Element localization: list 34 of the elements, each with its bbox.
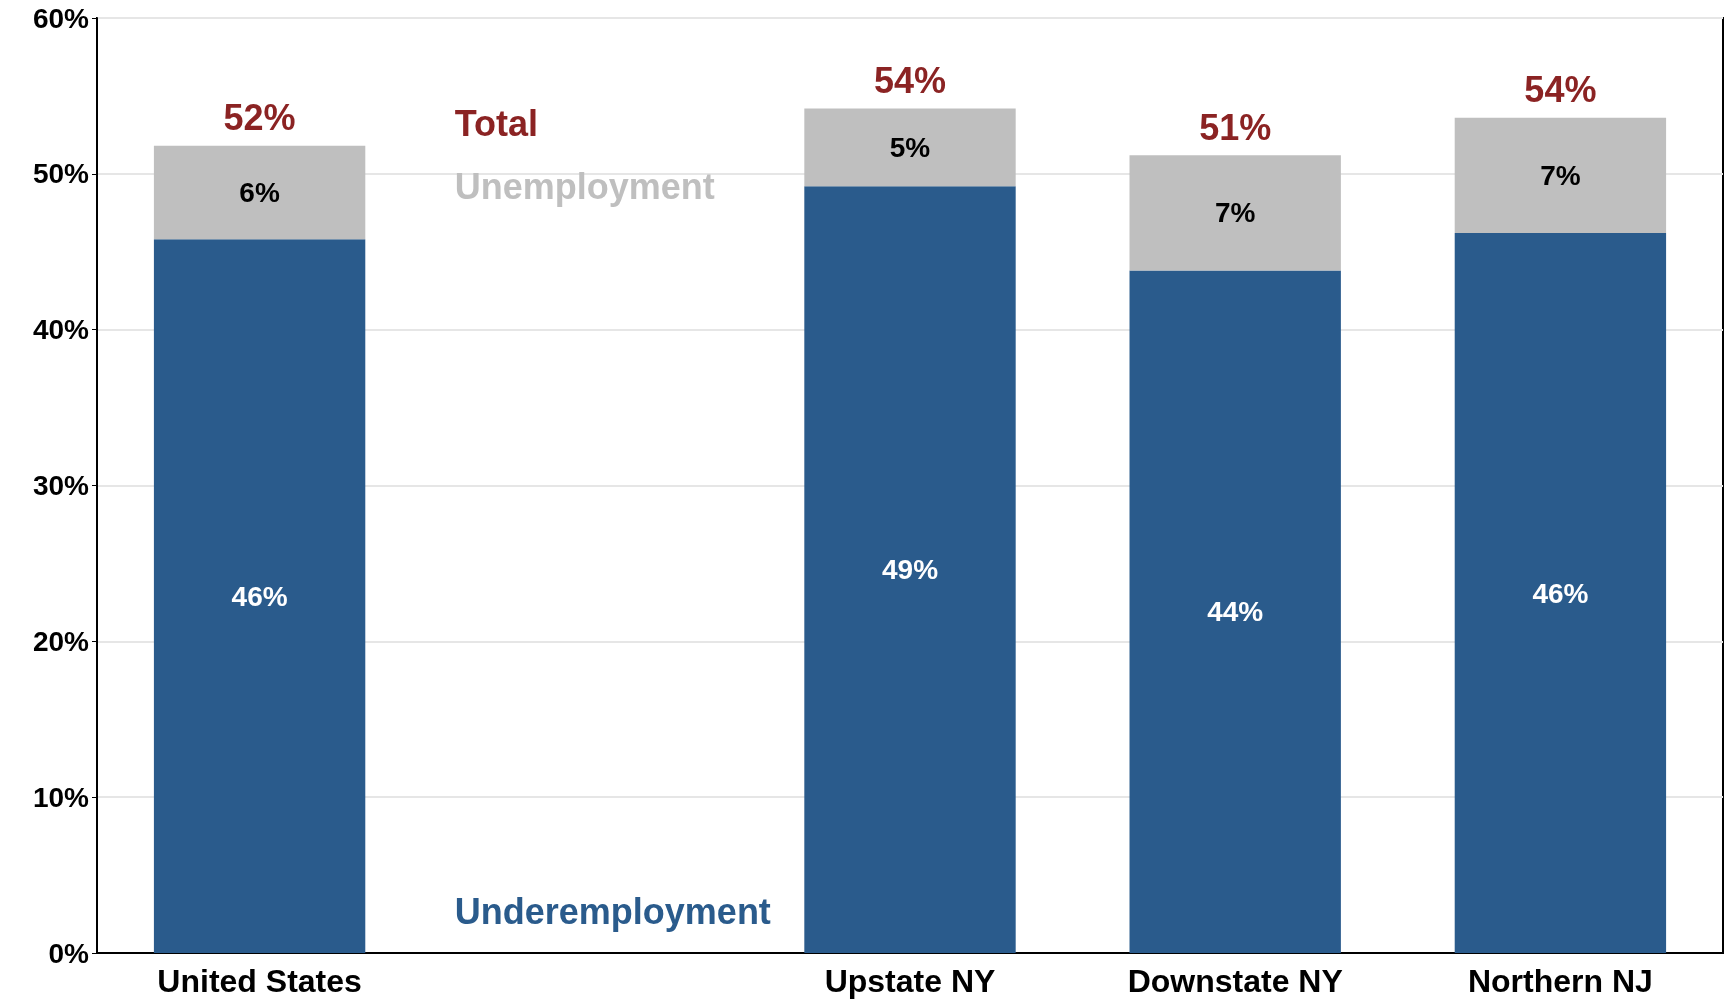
bar [1454, 117, 1667, 234]
y-tick-label: 40% [32, 314, 90, 346]
bar [153, 145, 366, 240]
bar [153, 239, 366, 953]
x-tick-label: Northern NJ [1467, 963, 1653, 999]
y-tick-label: 60% [32, 2, 90, 34]
data-label: 46% [1532, 577, 1589, 609]
total-label: 54% [873, 59, 947, 101]
y-tick-label: 10% [32, 781, 90, 813]
data-label: 7% [1540, 159, 1581, 191]
data-label: 49% [881, 554, 939, 586]
total-label: 52% [223, 97, 296, 139]
bar [1129, 155, 1341, 271]
x-tick-label: Downstate NY [1127, 963, 1343, 999]
y-tick-label: 50% [32, 158, 90, 190]
annotation: Total [454, 103, 539, 145]
bar [1454, 233, 1667, 953]
bar [804, 186, 1016, 953]
data-label: 7% [1214, 197, 1256, 229]
y-tick-label: 30% [32, 470, 90, 501]
y-tick-label: 20% [32, 625, 90, 657]
data-label: 6% [239, 177, 280, 209]
text: Unemployment [454, 166, 715, 208]
x-tick-label: Upstate NY [824, 963, 996, 999]
bar [804, 108, 1016, 187]
data-label: 44% [1207, 596, 1264, 628]
total-label: 51% [1199, 106, 1272, 148]
data-label: 5% [889, 131, 931, 163]
total-label: 54% [1524, 69, 1597, 111]
data-label: 46% [231, 580, 288, 612]
bar [1129, 270, 1341, 953]
x-tick-label: United States [157, 963, 362, 999]
series-label: Underemployment [454, 890, 771, 932]
y-tick-label: 0% [48, 937, 90, 969]
